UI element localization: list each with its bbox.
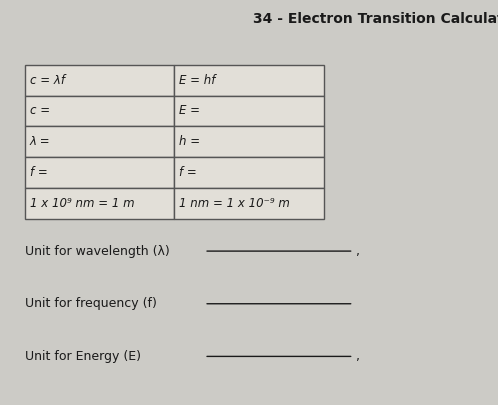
Text: 1 nm = 1 x 10⁻⁹ m: 1 nm = 1 x 10⁻⁹ m xyxy=(179,197,290,210)
Text: E = hf: E = hf xyxy=(179,74,216,87)
Text: ,: , xyxy=(356,350,360,363)
Bar xyxy=(25,65,174,96)
Text: 1 x 10⁹ nm = 1 m: 1 x 10⁹ nm = 1 m xyxy=(30,197,134,210)
Text: Unit for frequency (f): Unit for frequency (f) xyxy=(25,297,157,310)
Text: c = λf: c = λf xyxy=(30,74,65,87)
Bar xyxy=(174,188,324,219)
Bar xyxy=(25,126,174,157)
Bar xyxy=(174,126,324,157)
Text: f =: f = xyxy=(179,166,197,179)
Text: h =: h = xyxy=(179,135,200,148)
Text: E =: E = xyxy=(179,104,200,117)
Text: 34 - Electron Transition Calculati: 34 - Electron Transition Calculati xyxy=(252,12,498,26)
Text: Unit for Energy (E): Unit for Energy (E) xyxy=(25,350,141,363)
Bar xyxy=(25,96,174,126)
Text: f =: f = xyxy=(30,166,48,179)
Bar xyxy=(25,157,174,188)
Text: ,: , xyxy=(356,245,360,258)
Text: c =: c = xyxy=(30,104,50,117)
Bar xyxy=(174,96,324,126)
Text: Unit for wavelength (λ): Unit for wavelength (λ) xyxy=(25,245,170,258)
Bar xyxy=(174,65,324,96)
Bar xyxy=(174,157,324,188)
Bar xyxy=(25,188,174,219)
Text: λ =: λ = xyxy=(30,135,50,148)
